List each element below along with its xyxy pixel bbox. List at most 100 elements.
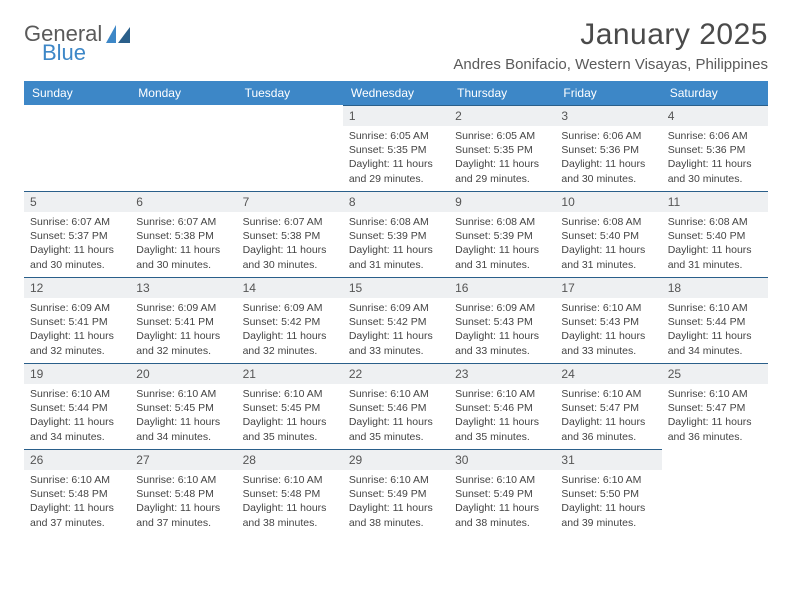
calendar-cell: 30Sunrise: 6:10 AMSunset: 5:49 PMDayligh… [449,449,555,535]
sunrise-text: Sunrise: 6:08 AM [455,215,551,229]
daylight-text: Daylight: 11 hours and 38 minutes. [455,501,551,529]
sun-info: Sunrise: 6:07 AMSunset: 5:38 PMDaylight:… [241,215,339,272]
sun-info: Sunrise: 6:10 AMSunset: 5:47 PMDaylight:… [666,387,764,444]
month-title: January 2025 [453,18,768,52]
calendar-cell: 31 Sunrise: 6:10 AMSunset: 5:50 PMDayligh… [555,449,661,535]
daylight-text: Daylight: 11 hours and 29 minutes. [349,157,445,185]
day-number: 30 [449,449,555,470]
calendar-cell: 26Sunrise: 6:10 AMSunset: 5:48 PMDayligh… [24,449,130,535]
calendar-cell: 15 Sunrise: 6:09 AMSunset: 5:42 PMDayligh… [343,277,449,363]
calendar-week-row: 26Sunrise: 6:10 AMSunset: 5:48 PMDayligh… [24,449,768,535]
calendar-cell: 17Sunrise: 6:10 AMSunset: 5:43 PMDayligh… [555,277,661,363]
sun-info: Sunrise: 6:10 AMSunset: 5:49 PMDaylight:… [347,473,445,530]
day-number: 5 [24,191,130,212]
calendar-cell: 6Sunrise: 6:07 AMSunset: 5:38 PMDaylight… [130,191,236,277]
daylight-text: Daylight: 11 hours and 34 minutes. [136,415,232,443]
day-number: 14 [237,277,343,298]
sunrise-text: Sunrise: 6:10 AM [136,473,232,487]
daylight-text: Daylight: 11 hours and 33 minutes. [349,329,445,357]
day-number: 8 [343,191,449,212]
day-number: 12 [24,277,130,298]
sun-info: Sunrise: 6:05 AMSunset: 5:35 PMDaylight:… [453,129,551,186]
sunrise-text: Sunrise: 6:09 AM [30,301,126,315]
sunrise-text: Sunrise: 6:10 AM [455,473,551,487]
sun-info: Sunrise: 6:10 AMSunset: 5:50 PMDaylight:… [559,473,657,530]
calendar-cell: 9Sunrise: 6:08 AMSunset: 5:39 PMDaylight… [449,191,555,277]
sunrise-text: Sunrise: 6:09 AM [243,301,339,315]
logo-text-block: General Blue [24,22,102,64]
calendar-cell: 1Sunrise: 6:05 AMSunset: 5:35 PMDaylight… [343,105,449,191]
sunset-text: Sunset: 5:37 PM [30,229,126,243]
sun-info: Sunrise: 6:05 AMSunset: 5:35 PMDaylight:… [347,129,445,186]
day-number: 28 [237,449,343,470]
calendar-cell [662,449,768,535]
sunset-text: Sunset: 5:48 PM [136,487,232,501]
calendar-cell: 5Sunrise: 6:07 AMSunset: 5:37 PMDaylight… [24,191,130,277]
day-number: 26 [24,449,130,470]
calendar-cell: 11Sunrise: 6:08 AMSunset: 5:40 PMDayligh… [662,191,768,277]
sunrise-text: Sunrise: 6:10 AM [30,473,126,487]
day-number: 15 [343,277,449,298]
sun-info: Sunrise: 6:10 AMSunset: 5:47 PMDaylight:… [559,387,657,444]
sun-info: Sunrise: 6:10 AMSunset: 5:46 PMDaylight:… [453,387,551,444]
sunrise-text: Sunrise: 6:07 AM [136,215,232,229]
daylight-text: Daylight: 11 hours and 37 minutes. [136,501,232,529]
daylight-text: Daylight: 11 hours and 33 minutes. [455,329,551,357]
calendar-body: 1Sunrise: 6:05 AMSunset: 5:35 PMDaylight… [24,105,768,535]
sunrise-text: Sunrise: 6:06 AM [668,129,764,143]
calendar-table: Sunday Monday Tuesday Wednesday Thursday… [24,81,768,535]
sunset-text: Sunset: 5:35 PM [455,143,551,157]
sunrise-text: Sunrise: 6:10 AM [349,387,445,401]
daylight-text: Daylight: 11 hours and 35 minutes. [349,415,445,443]
sun-info: Sunrise: 6:08 AMSunset: 5:39 PMDaylight:… [347,215,445,272]
calendar-head: Sunday Monday Tuesday Wednesday Thursday… [24,81,768,105]
calendar-cell: 7 Sunrise: 6:07 AMSunset: 5:38 PMDaylight… [237,191,343,277]
location-subtitle: Andres Bonifacio, Western Visayas, Phili… [453,56,768,73]
sunrise-text: Sunrise: 6:10 AM [30,387,126,401]
calendar-cell: 21Sunrise: 6:10 AMSunset: 5:45 PMDayligh… [237,363,343,449]
sunset-text: Sunset: 5:42 PM [243,315,339,329]
sun-info: Sunrise: 6:10 AMSunset: 5:48 PMDaylight:… [241,473,339,530]
title-block: January 2025 Andres Bonifacio, Western V… [453,18,768,73]
day-header-row: Sunday Monday Tuesday Wednesday Thursday… [24,81,768,105]
sunrise-text: Sunrise: 6:10 AM [243,387,339,401]
sunrise-text: Sunrise: 6:10 AM [349,473,445,487]
day-number: 6 [130,191,236,212]
sun-info: Sunrise: 6:10 AMSunset: 5:45 PMDaylight:… [134,387,232,444]
sun-info: Sunrise: 6:10 AMSunset: 5:44 PMDaylight:… [666,301,764,358]
daylight-text: Daylight: 11 hours and 33 minutes. [561,329,657,357]
daylight-text: Daylight: 11 hours and 30 minutes. [136,243,232,271]
sun-info: Sunrise: 6:06 AMSunset: 5:36 PMDaylight:… [559,129,657,186]
sunset-text: Sunset: 5:50 PM [561,487,657,501]
calendar-cell [237,105,343,191]
day-header: Thursday [449,81,555,105]
sunrise-text: Sunrise: 6:08 AM [668,215,764,229]
sunrise-text: Sunrise: 6:10 AM [243,473,339,487]
sunset-text: Sunset: 5:46 PM [455,401,551,415]
day-number: 7 [237,191,343,212]
day-header: Tuesday [237,81,343,105]
daylight-text: Daylight: 11 hours and 38 minutes. [243,501,339,529]
sunset-text: Sunset: 5:35 PM [349,143,445,157]
calendar-cell: 22Sunrise: 6:10 AMSunset: 5:46 PMDayligh… [343,363,449,449]
daylight-text: Daylight: 11 hours and 35 minutes. [243,415,339,443]
day-number: 31 [555,449,661,470]
calendar-week-row: 1Sunrise: 6:05 AMSunset: 5:35 PMDaylight… [24,105,768,191]
sunrise-text: Sunrise: 6:06 AM [561,129,657,143]
sun-info: Sunrise: 6:09 AMSunset: 5:42 PMDaylight:… [347,301,445,358]
day-number: 23 [449,363,555,384]
sunrise-text: Sunrise: 6:09 AM [136,301,232,315]
sunrise-text: Sunrise: 6:08 AM [561,215,657,229]
daylight-text: Daylight: 11 hours and 31 minutes. [561,243,657,271]
sun-info: Sunrise: 6:09 AMSunset: 5:41 PMDaylight:… [134,301,232,358]
sunset-text: Sunset: 5:43 PM [561,315,657,329]
day-number: 27 [130,449,236,470]
day-number: 4 [662,105,768,126]
daylight-text: Daylight: 11 hours and 31 minutes. [349,243,445,271]
calendar-cell: 16Sunrise: 6:09 AMSunset: 5:43 PMDayligh… [449,277,555,363]
calendar-cell: 27 Sunrise: 6:10 AMSunset: 5:48 PMDayligh… [130,449,236,535]
sunset-text: Sunset: 5:47 PM [668,401,764,415]
day-number: 29 [343,449,449,470]
daylight-text: Daylight: 11 hours and 32 minutes. [243,329,339,357]
sunset-text: Sunset: 5:42 PM [349,315,445,329]
